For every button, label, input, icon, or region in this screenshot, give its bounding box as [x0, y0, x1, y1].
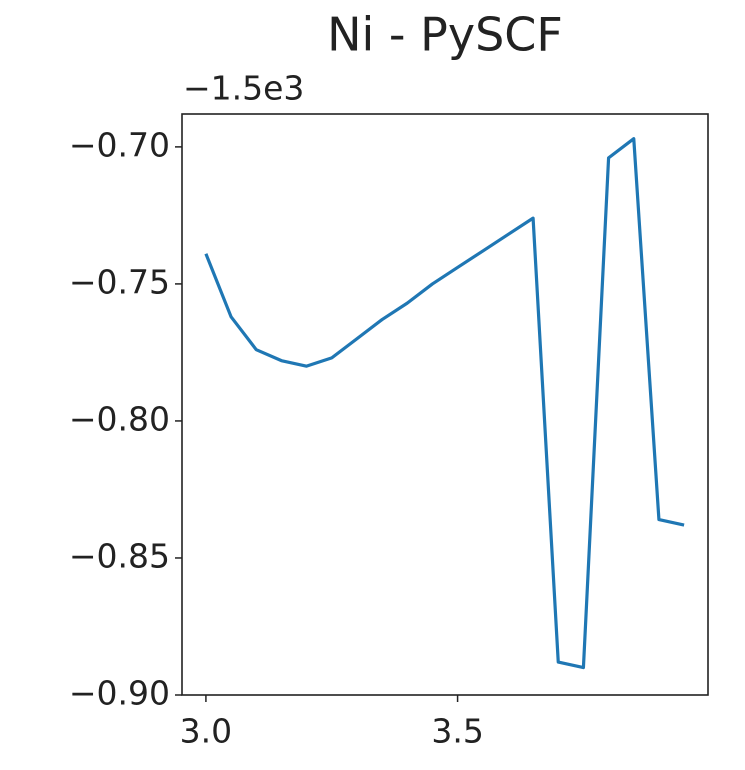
y-tick-label: −0.80: [69, 399, 170, 438]
y-tick-label: −0.70: [69, 125, 170, 164]
data-line: [204, 137, 685, 670]
plot-frame: [181, 113, 709, 696]
y-tick-label: −0.90: [69, 674, 170, 713]
y-tick-label: −0.75: [69, 262, 170, 301]
x-tick-label: 3.0: [180, 712, 232, 751]
y-offset-text: −1.5e3: [183, 69, 304, 108]
y-tick-label: −0.85: [69, 536, 170, 575]
chart-title: Ni - PySCF: [327, 8, 563, 62]
x-tick-label: 3.5: [431, 712, 483, 751]
